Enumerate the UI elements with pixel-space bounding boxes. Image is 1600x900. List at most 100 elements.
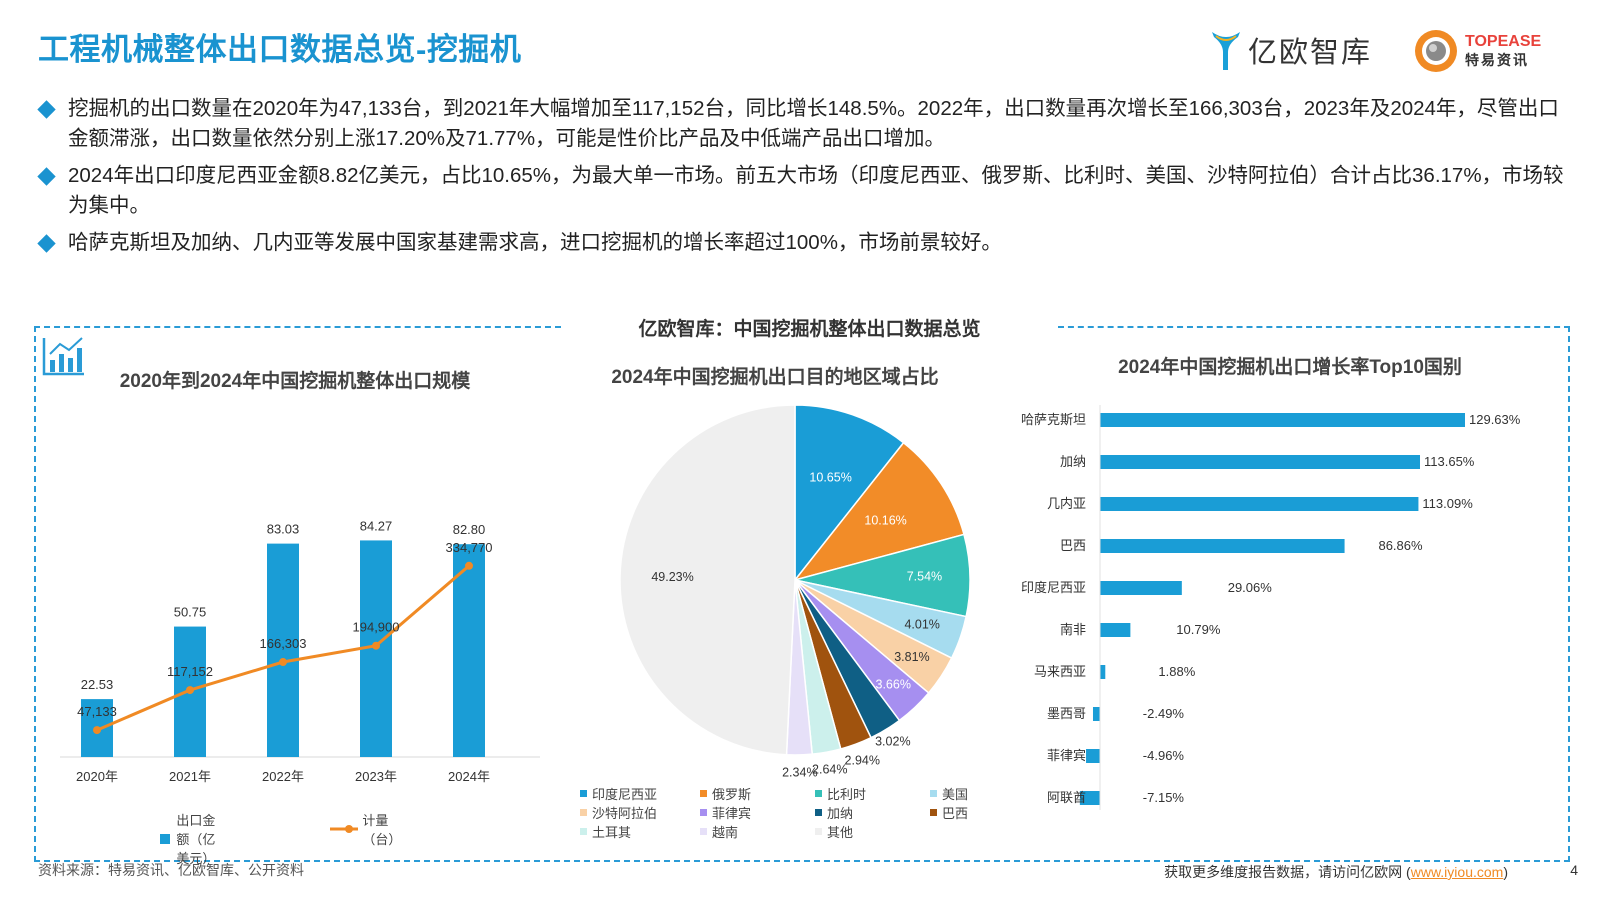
slice-percent-label: 3.81% <box>894 650 929 664</box>
pie-legend-item: 越南 <box>700 822 738 841</box>
growth-bar <box>1086 749 1100 763</box>
country-label: 哈萨克斯坦 <box>1021 412 1086 427</box>
growth-bar <box>1100 539 1345 553</box>
diamond-bullet-icon <box>37 234 56 253</box>
legend-item-quantity: 计量（台） <box>330 810 411 848</box>
line-value-label: 117,152 <box>167 664 213 679</box>
chart1-title: 2020年到2024年中国挖掘机整体出口规模 <box>119 371 471 392</box>
yiou-logo-icon <box>1212 32 1240 70</box>
iyiou-link[interactable]: www.iyiou.com <box>1410 864 1504 880</box>
x-tick-label: 2021年 <box>169 769 211 784</box>
legend-label: 俄罗斯 <box>712 787 752 802</box>
country-label: 阿联酋 <box>1047 790 1086 805</box>
topease-logo-name: TOPEASE <box>1465 33 1542 50</box>
legend-label: 计量（台） <box>362 813 402 847</box>
bullet-point: 2024年出口印度尼西亚金额8.82亿美元，占比10.65%，为最大单一市场。前… <box>37 161 1578 221</box>
page-title: 工程机械整体出口数据总览-挖掘机 <box>38 32 522 67</box>
slice-percent-label: 4.01% <box>904 617 939 631</box>
bullet-point: 哈萨克斯坦及加纳、几内亚等发展中国家基建需求高，进口挖掘机的增长率超过100%，… <box>37 228 1578 258</box>
growth-bar <box>1100 497 1419 511</box>
slice-percent-label: 49.23% <box>651 570 693 584</box>
x-tick-label: 2022年 <box>262 769 304 784</box>
chart3-title: 2024年中国挖掘机出口增长率Top10国别 <box>1118 357 1462 378</box>
page-number: 4 <box>1570 862 1578 878</box>
country-label: 墨西哥 <box>1047 706 1086 721</box>
legend-swatch <box>700 809 707 816</box>
chart-icon <box>42 337 84 376</box>
pie-legend-item: 其他 <box>815 822 853 841</box>
growth-value-label: 1.88% <box>1158 664 1195 679</box>
charts-panel-frame <box>34 326 1570 862</box>
legend-swatch <box>815 828 822 835</box>
panel-divider-left <box>34 326 561 328</box>
quantity-point <box>279 658 287 667</box>
x-tick-label: 2020年 <box>76 769 118 784</box>
country-label: 印度尼西亚 <box>1021 580 1086 595</box>
legend-label: 印度尼西亚 <box>592 787 658 802</box>
pie-legend-item: 加纳 <box>815 803 853 822</box>
growth-value-label: 10.79% <box>1176 622 1221 637</box>
footer-more: 获取更多维度报告数据，请访问亿欧网 (www.iyiou.com) <box>1164 862 1508 882</box>
quantity-point <box>465 561 473 570</box>
pie-legend-item: 土耳其 <box>580 822 631 841</box>
legend-bar-swatch <box>160 833 171 844</box>
pie-legend-item: 俄罗斯 <box>700 784 751 803</box>
legend-swatch <box>700 790 707 797</box>
growth-value-label: 86.86% <box>1378 538 1423 553</box>
slice-percent-label: 10.16% <box>864 513 906 527</box>
growth-value-label: 29.06% <box>1228 580 1273 595</box>
summary-bullets: 挖掘机的出口数量在2020年为47,133台，到2021年大幅增加至117,15… <box>37 94 1578 265</box>
quantity-point <box>372 641 380 650</box>
slice-percent-label: 2.94% <box>845 753 880 767</box>
country-label: 南非 <box>1060 622 1086 637</box>
growth-bar <box>1100 413 1465 427</box>
bar-value-label: 83.03 <box>267 522 300 537</box>
diamond-bullet-icon <box>37 167 56 186</box>
growth-bar <box>1100 665 1106 679</box>
pie-legend-item: 菲律宾 <box>700 803 751 822</box>
legend-label: 巴西 <box>942 806 969 821</box>
growth-bar <box>1100 623 1131 637</box>
export-value-bar <box>453 544 485 757</box>
legend-label: 沙特阿拉伯 <box>592 806 658 821</box>
pie-legend-item: 巴西 <box>930 803 968 822</box>
bullet-point: 挖掘机的出口数量在2020年为47,133台，到2021年大幅增加至117,15… <box>37 94 1578 154</box>
yiou-logo-text: 亿欧智库 <box>1248 37 1373 69</box>
bullet-text: 挖掘机的出口数量在2020年为47,133台，到2021年大幅增加至117,15… <box>68 97 1559 150</box>
growth-bar <box>1100 581 1182 595</box>
growth-value-label: 113.09% <box>1422 496 1473 511</box>
line-value-label: 334,770 <box>446 540 493 555</box>
pie-legend-item: 比利时 <box>815 784 866 803</box>
legend-swatch <box>815 809 822 816</box>
legend-label: 出口金额（亿美元） <box>176 813 216 866</box>
pie-legend-item: 沙特阿拉伯 <box>580 803 657 822</box>
legend-swatch <box>580 809 587 816</box>
source-note: 资料来源：特易资讯、亿欧智库、公开资料 <box>38 862 304 878</box>
slice-percent-label: 7.54% <box>907 570 942 584</box>
slice-percent-label: 3.66% <box>876 678 911 692</box>
bar-value-label: 84.27 <box>360 518 393 533</box>
chart2-title: 2024年中国挖掘机出口目的地区域占比 <box>611 367 939 388</box>
destination-share-pie: 10.65% 10.16% 7.54% 4.01% 3.81% 3.66% 3.02% 2.9… <box>619 404 971 779</box>
quantity-point <box>186 686 194 695</box>
growth-bar <box>1092 707 1100 721</box>
legend-label: 土耳其 <box>592 825 632 840</box>
diamond-bullet-icon <box>37 100 56 119</box>
legend-swatch <box>700 828 707 835</box>
slice-percent-label: 10.65% <box>809 471 851 485</box>
line-value-label: 47,133 <box>77 704 117 719</box>
footer-more-text: 获取更多维度报告数据，请访问亿欧网 ( <box>1164 864 1411 880</box>
legend-swatch <box>580 828 587 835</box>
legend-label: 比利时 <box>827 787 867 802</box>
slice-percent-label: 2.34% <box>782 765 817 779</box>
pie-legend-item: 美国 <box>930 784 968 803</box>
legend-swatch <box>930 809 937 816</box>
legend-label: 美国 <box>942 787 969 802</box>
bar-value-label: 50.75 <box>174 605 207 620</box>
line-value-label: 194,900 <box>353 620 400 635</box>
growth-value-label: 113.65% <box>1424 454 1475 469</box>
legend-swatch <box>815 790 822 797</box>
topease-logo: TOPEASE 特易资讯 <box>1413 26 1541 76</box>
country-label: 马来西亚 <box>1034 664 1086 679</box>
country-label: 菲律宾 <box>1047 748 1086 763</box>
